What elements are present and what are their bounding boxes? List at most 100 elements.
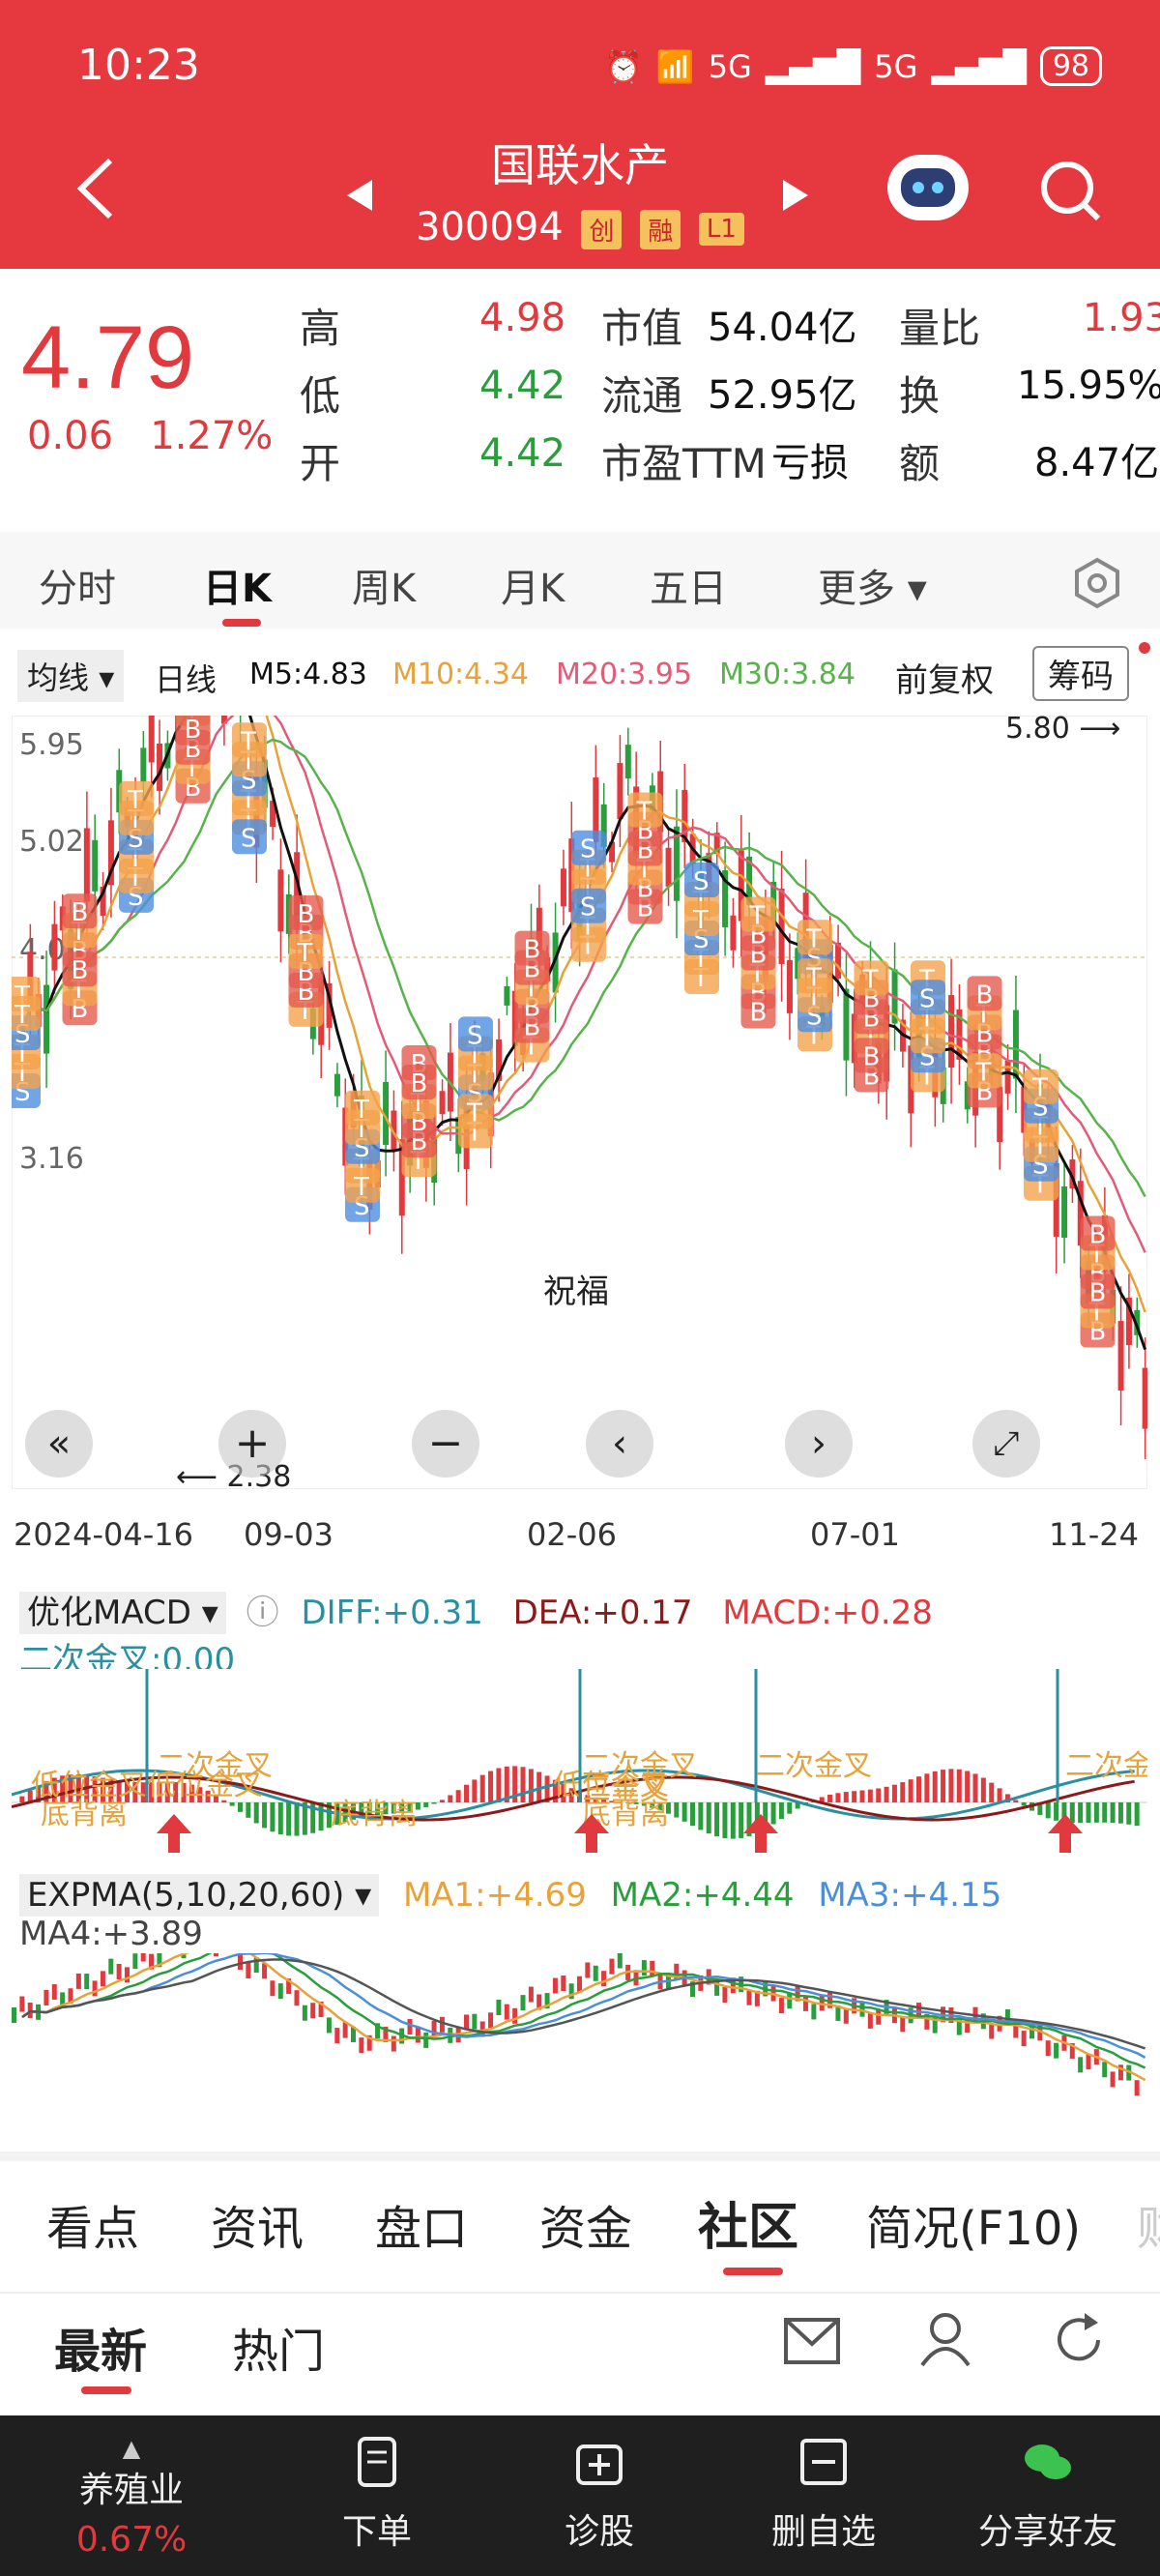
signal-badge-letter: B — [976, 981, 994, 1010]
tab-capital[interactable]: 资金 — [539, 2202, 633, 2256]
scroll-left-icon[interactable]: ‹ — [586, 1410, 653, 1478]
macd-bar — [181, 1782, 187, 1802]
expma-candle — [342, 2022, 348, 2038]
zoom-out-icon[interactable]: − — [412, 1410, 479, 1478]
macd-bar — [948, 1769, 954, 1802]
ma30-line — [20, 738, 1146, 1198]
chips-button[interactable]: 筹码 — [1032, 646, 1129, 701]
help-icon[interactable]: ⓘ — [246, 1594, 279, 1632]
candle-body — [1053, 1162, 1059, 1237]
tab-monthly[interactable]: 月K — [501, 567, 566, 611]
stock-code-row: 300094 创 融 L1 — [0, 205, 1160, 249]
expma-candle — [262, 1963, 268, 1979]
tag-l1: L1 — [698, 213, 744, 246]
macd-bar — [665, 1802, 671, 1814]
mail-icon[interactable] — [783, 2317, 841, 2377]
tab-five-day[interactable]: 五日 — [650, 567, 727, 611]
signal-badge — [62, 951, 98, 987]
tab-finance[interactable]: 财 — [1137, 2190, 1160, 2258]
next-stock-icon[interactable] — [779, 176, 812, 219]
kline-chart[interactable]: 5.955.024.093.16 TBSTTBTBSTTBTBSTTBTBSTT… — [6, 567, 1148, 1494]
macd-bar — [941, 1770, 946, 1802]
expma-candle — [787, 1993, 793, 2009]
expma-candle — [1037, 2025, 1043, 2041]
macd-bar — [746, 1802, 752, 1836]
tab-news[interactable]: 资讯 — [211, 2202, 304, 2256]
user-icon[interactable] — [916, 2309, 974, 2379]
expma-candle — [690, 1981, 695, 1998]
expma-candle — [415, 2027, 420, 2043]
tab-orderbook[interactable]: 盘口 — [375, 2202, 469, 2256]
order-button[interactable]: 下单 — [280, 2435, 474, 2554]
date-tick: 07-01 — [810, 1516, 900, 1553]
tab-highlights[interactable]: 看点 — [46, 2202, 140, 2256]
scroll-right-icon[interactable]: › — [785, 1410, 853, 1478]
adjust-mode[interactable]: 前复权 — [895, 661, 994, 700]
chevron-down-icon: ▾ — [201, 1594, 218, 1632]
sector-button[interactable]: ▲ 养殖业 0.67% — [35, 2435, 228, 2560]
refresh-icon[interactable] — [1050, 2311, 1108, 2381]
macd-bar — [972, 1773, 978, 1802]
diagnose-button[interactable]: 诊股 — [503, 2435, 696, 2554]
macd-signal-label: 低位金叉 — [553, 1769, 669, 1802]
expma-candle — [568, 1983, 574, 2000]
share-button[interactable]: 分享好友 — [951, 2435, 1145, 2554]
fullscreen-icon[interactable]: ⤢ — [972, 1410, 1040, 1478]
signal-badge-letter: B — [863, 1042, 881, 1071]
tab-latest[interactable]: 最新 — [54, 2325, 148, 2379]
expma-candle — [512, 2007, 518, 2024]
macd-signal-label: 二次金叉 — [582, 1749, 698, 1783]
status-time: 10:23 — [77, 41, 200, 90]
macd-bar — [1093, 1802, 1099, 1823]
tab-daily[interactable]: 日K — [203, 567, 272, 611]
macd-bar — [512, 1766, 518, 1802]
diagnose-label: 诊股 — [564, 2512, 634, 2552]
candle-body — [1142, 1367, 1148, 1429]
expma-candle — [859, 2001, 865, 2017]
macd-bar — [188, 1784, 194, 1802]
top-bar: 10:23 ⏰ 📶 5G ▂▄▆█ 5G ▂▄▆█ 98 国联水产 300094… — [0, 0, 1160, 269]
expma-candle — [125, 1967, 130, 1983]
settings-icon[interactable] — [1071, 557, 1123, 613]
remove-watchlist-button[interactable]: 删自选 — [727, 2435, 920, 2554]
signal-badge-letter: S — [241, 824, 257, 853]
zoom-in-icon[interactable]: + — [218, 1410, 286, 1478]
signal-badge — [967, 976, 1002, 1011]
robot-assistant-icon[interactable] — [887, 155, 969, 220]
signal-badge — [288, 894, 324, 930]
macd-selector[interactable]: 优化MACD ▾ — [19, 1592, 226, 1634]
expma-selector[interactable]: EXPMA(5,10,20,60) ▾ — [19, 1874, 380, 1917]
feed-tabs: 最新 热门 — [0, 2292, 1160, 2398]
signal-badge-letter: T — [127, 786, 143, 815]
tab-community[interactable]: 社区 — [698, 2199, 799, 2257]
expma-candle — [778, 1998, 784, 2014]
indicator-selector[interactable]: 均线 ▾ — [17, 650, 125, 702]
network-2: 5G — [874, 47, 918, 85]
macd-bar — [205, 1790, 211, 1802]
candle-body — [398, 1139, 405, 1216]
tab-more[interactable]: 更多 ▾ — [818, 557, 927, 613]
tab-f10[interactable]: 简况(F10) — [866, 2202, 1082, 2256]
expma-candle — [795, 1985, 800, 2002]
back-icon[interactable] — [68, 155, 126, 222]
tab-intraday[interactable]: 分时 — [39, 567, 116, 611]
macd-bar — [286, 1802, 292, 1836]
candle-body — [148, 692, 155, 763]
tab-hot[interactable]: 热门 — [232, 2325, 326, 2379]
search-icon[interactable] — [1036, 157, 1104, 224]
prev-stock-icon[interactable] — [343, 176, 376, 219]
signal-badge-letter: T — [975, 1058, 992, 1087]
active-tab-indicator — [723, 2268, 783, 2275]
macd-bar — [1021, 1802, 1027, 1806]
macd-bar — [116, 1780, 122, 1802]
expma-candle — [593, 1965, 598, 1981]
expma-candle — [270, 1980, 276, 1997]
signal-badge-letter: B — [298, 900, 315, 929]
buy-arrow-icon — [743, 1814, 778, 1853]
signal-badge — [1080, 1273, 1116, 1309]
scroll-left-fast-icon[interactable]: « — [25, 1410, 93, 1478]
macd-bar — [568, 1788, 574, 1802]
tab-weekly[interactable]: 周K — [352, 567, 417, 611]
macd-bar — [1037, 1802, 1043, 1815]
expma-candle — [601, 1971, 607, 1987]
